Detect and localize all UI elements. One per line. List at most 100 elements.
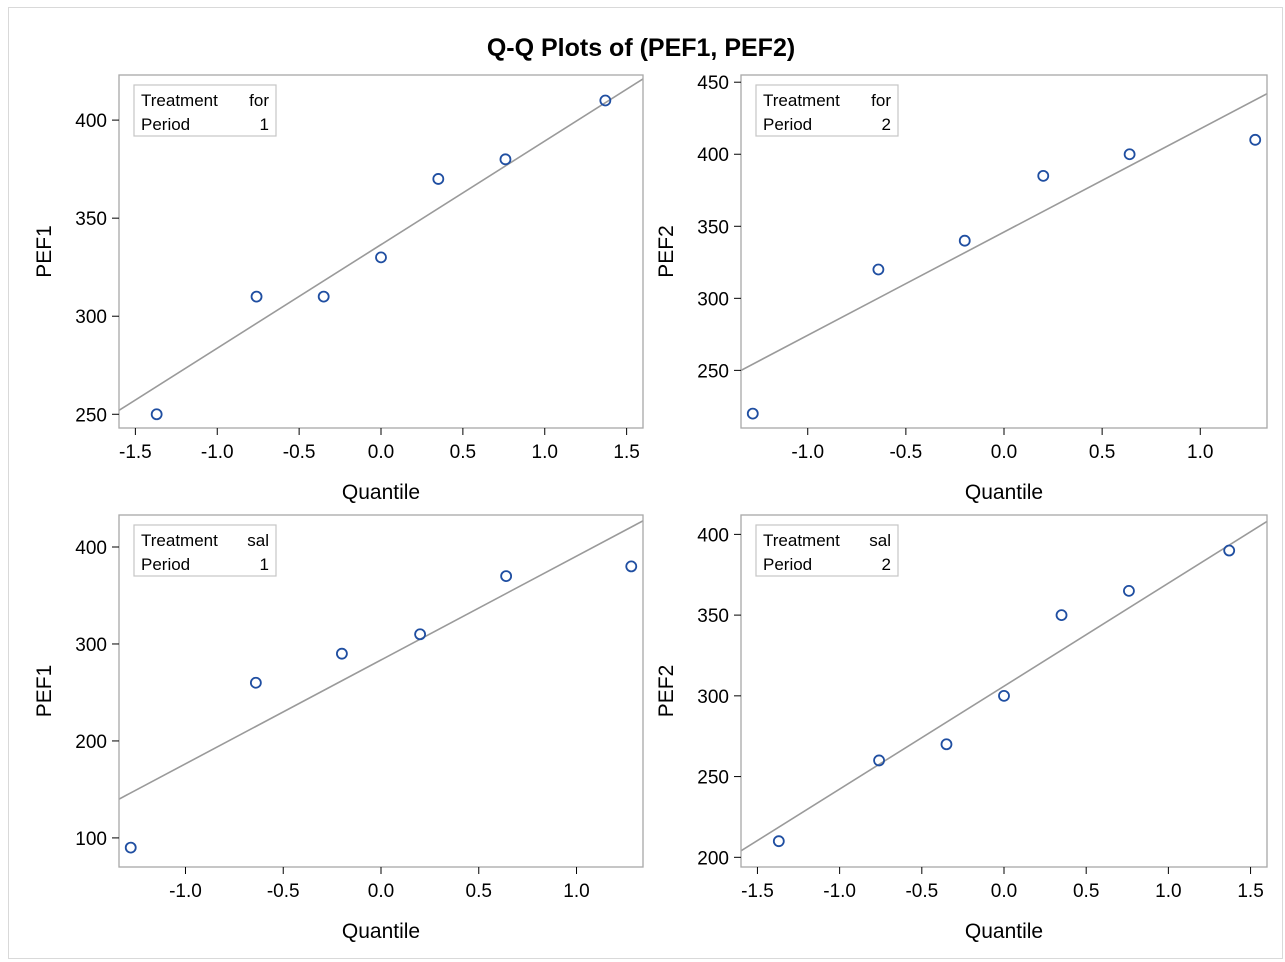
panel-2-point xyxy=(1037,169,1050,182)
panel-1-point xyxy=(317,290,330,303)
panel-3-y-tick-label: 200 xyxy=(75,732,107,753)
panel-1-inset-value-period: 1 xyxy=(260,115,269,134)
figure-title: Q-Q Plots of (PEF1, PEF2) xyxy=(487,34,795,62)
panel-2-x-tick-label: -1.0 xyxy=(791,442,824,463)
panel-3-x-tick-label: 0.0 xyxy=(368,881,394,902)
panel-4-reference-line xyxy=(741,520,1267,852)
panel-3-inset-label-period: Period xyxy=(141,555,190,574)
panel-1-point xyxy=(499,153,512,166)
panel-4-point xyxy=(1223,544,1236,557)
panel-3-point xyxy=(124,841,137,854)
panel-2-y-tick-label: 250 xyxy=(697,361,729,382)
panel-3-point xyxy=(249,676,262,689)
panel-3-y-tick-label: 300 xyxy=(75,635,107,656)
panel-1-inset-box xyxy=(133,84,277,137)
panel-1-x-tick-label: -1.0 xyxy=(201,442,234,463)
panel-4-x-axis-label: Quantile xyxy=(965,920,1043,943)
panel-1-point xyxy=(250,290,263,303)
panel-4-y-tick-label: 300 xyxy=(697,687,729,708)
panel-4-point xyxy=(940,738,953,751)
panel-3-y-tick-label: 400 xyxy=(75,538,107,559)
panel-1-inset-label-period: Period xyxy=(141,115,190,134)
panel-2-point xyxy=(746,407,759,420)
panel-1-point xyxy=(432,173,445,185)
panel-3-inset-box xyxy=(133,524,277,577)
panel-4-y-tick-label: 400 xyxy=(697,525,729,546)
panel-3-x-tick-label: -1.0 xyxy=(169,881,202,902)
panel-2-x-tick-label: -0.5 xyxy=(889,442,922,463)
panel-4-x-tick-label: -1.0 xyxy=(823,881,856,902)
panel-1-y-axis-label: PEF1 xyxy=(33,225,56,278)
panel-4-inset-label-treatment: Treatment xyxy=(763,531,840,550)
panel-1-x-tick-label: 1.5 xyxy=(613,442,639,463)
panel-4-inset-value-period: 2 xyxy=(882,555,891,574)
panel-4-inset-value-treatment: sal xyxy=(869,531,891,550)
panel-3-point xyxy=(414,628,427,641)
panel-2-x-axis-label: Quantile xyxy=(965,481,1043,504)
panel-2-y-tick-label: 450 xyxy=(697,73,729,94)
panel-4-y-tick-label: 350 xyxy=(697,606,729,627)
panel-1-point xyxy=(599,94,612,107)
panel-2-x-tick-label: 1.0 xyxy=(1187,442,1213,463)
panel-4-y-axis-label: PEF2 xyxy=(655,665,678,718)
panel-4-point xyxy=(873,754,885,767)
panel-2-inset-value-treatment: for xyxy=(871,91,891,110)
panel-1-reference-line xyxy=(119,78,643,412)
panel-2-inset-value-period: 2 xyxy=(882,115,891,134)
panel-3-point xyxy=(500,570,513,582)
panel-4-point xyxy=(772,835,785,848)
panel-3-inset-value-period: 1 xyxy=(260,555,269,574)
panel-1: -1.5 -1.0 -0.5 0.0 0.5 1.0 1.5 250 300 350 400 Quan… xyxy=(33,74,644,504)
panel-1-x-tick-label: -1.5 xyxy=(119,442,152,463)
panel-4-inset-box xyxy=(755,524,899,577)
panel-3-point xyxy=(335,647,348,660)
panel-2-inset-box xyxy=(755,84,899,137)
panel-4-inset-label-period: Period xyxy=(763,555,812,574)
panel-4-x-tick-label: 0.5 xyxy=(1073,881,1099,902)
panel-4-point xyxy=(1123,584,1135,597)
panel-3-inset-value-treatment: sal xyxy=(247,531,269,550)
panel-1-x-axis-label: Quantile xyxy=(342,481,420,504)
panel-2-point xyxy=(1123,148,1136,161)
panel-1-x-tick-label: 1.0 xyxy=(532,442,558,463)
panel-3-x-axis-label: Quantile xyxy=(342,920,420,943)
panel-1-y-tick-label: 350 xyxy=(75,209,107,230)
panel-4-x-tick-label: 0.0 xyxy=(991,881,1017,902)
panel-4-y-tick-label: 250 xyxy=(697,768,729,789)
panel-2-inset-label-period: Period xyxy=(763,115,812,134)
panel-4-point xyxy=(998,689,1010,702)
panel-1-y-tick-label: 400 xyxy=(75,111,107,132)
panel-3-point xyxy=(625,560,638,573)
panel-2-x-tick-label: 0.5 xyxy=(1089,442,1115,463)
panel-1-y-tick-label: 300 xyxy=(75,307,107,328)
panel-4-x-tick-label: -0.5 xyxy=(905,881,938,902)
panel-2-y-tick-label: 400 xyxy=(697,145,729,166)
panel-2-x-tick-label: 0.0 xyxy=(991,442,1017,463)
panel-1-inset-value-treatment: for xyxy=(249,91,269,110)
panel-4-x-tick-label: 1.5 xyxy=(1237,881,1263,902)
panel-3-x-tick-label: -0.5 xyxy=(267,881,300,902)
panel-2-point xyxy=(1249,133,1262,146)
panel-2-y-tick-label: 350 xyxy=(697,217,729,238)
figure-frame xyxy=(8,7,1283,959)
panel-3-x-tick-label: 0.5 xyxy=(466,881,492,902)
panel-4: -1.5 -1.0 -0.5 0.0 0.5 1.0 1.5 200 250 300 350 400 Q… xyxy=(655,514,1268,943)
panel-1-inset-label-treatment: Treatment xyxy=(141,91,218,110)
panel-4-y-tick-label: 200 xyxy=(697,848,729,869)
panel-3-inset-label-treatment: Treatment xyxy=(141,531,218,550)
panel-2-y-tick-label: 300 xyxy=(697,289,729,310)
panel-3-y-tick-label: 100 xyxy=(75,829,107,850)
panel-1-x-tick-label: -0.5 xyxy=(283,442,316,463)
panel-2-inset-label-treatment: Treatment xyxy=(763,91,840,110)
panel-4-x-tick-label: -1.5 xyxy=(741,881,774,902)
panels-container: -1.5 -1.0 -0.5 0.0 0.5 1.0 1.5 250 300 350 400 Quan… xyxy=(33,73,1268,943)
panel-1-point xyxy=(150,408,163,421)
panel-3-y-axis-label: PEF1 xyxy=(33,665,56,718)
panel-1-x-tick-label: 0.5 xyxy=(450,442,476,463)
panel-4-x-tick-label: 1.0 xyxy=(1155,881,1181,902)
panel-3: -1.0 -0.5 0.0 0.5 1.0 100 200 300 400 Quantile PEF… xyxy=(33,514,644,943)
panel-1-point xyxy=(375,251,387,264)
panel-1-y-tick-label: 250 xyxy=(75,405,107,426)
panel-2-point xyxy=(872,263,885,276)
panel-3-x-tick-label: 1.0 xyxy=(563,881,589,902)
